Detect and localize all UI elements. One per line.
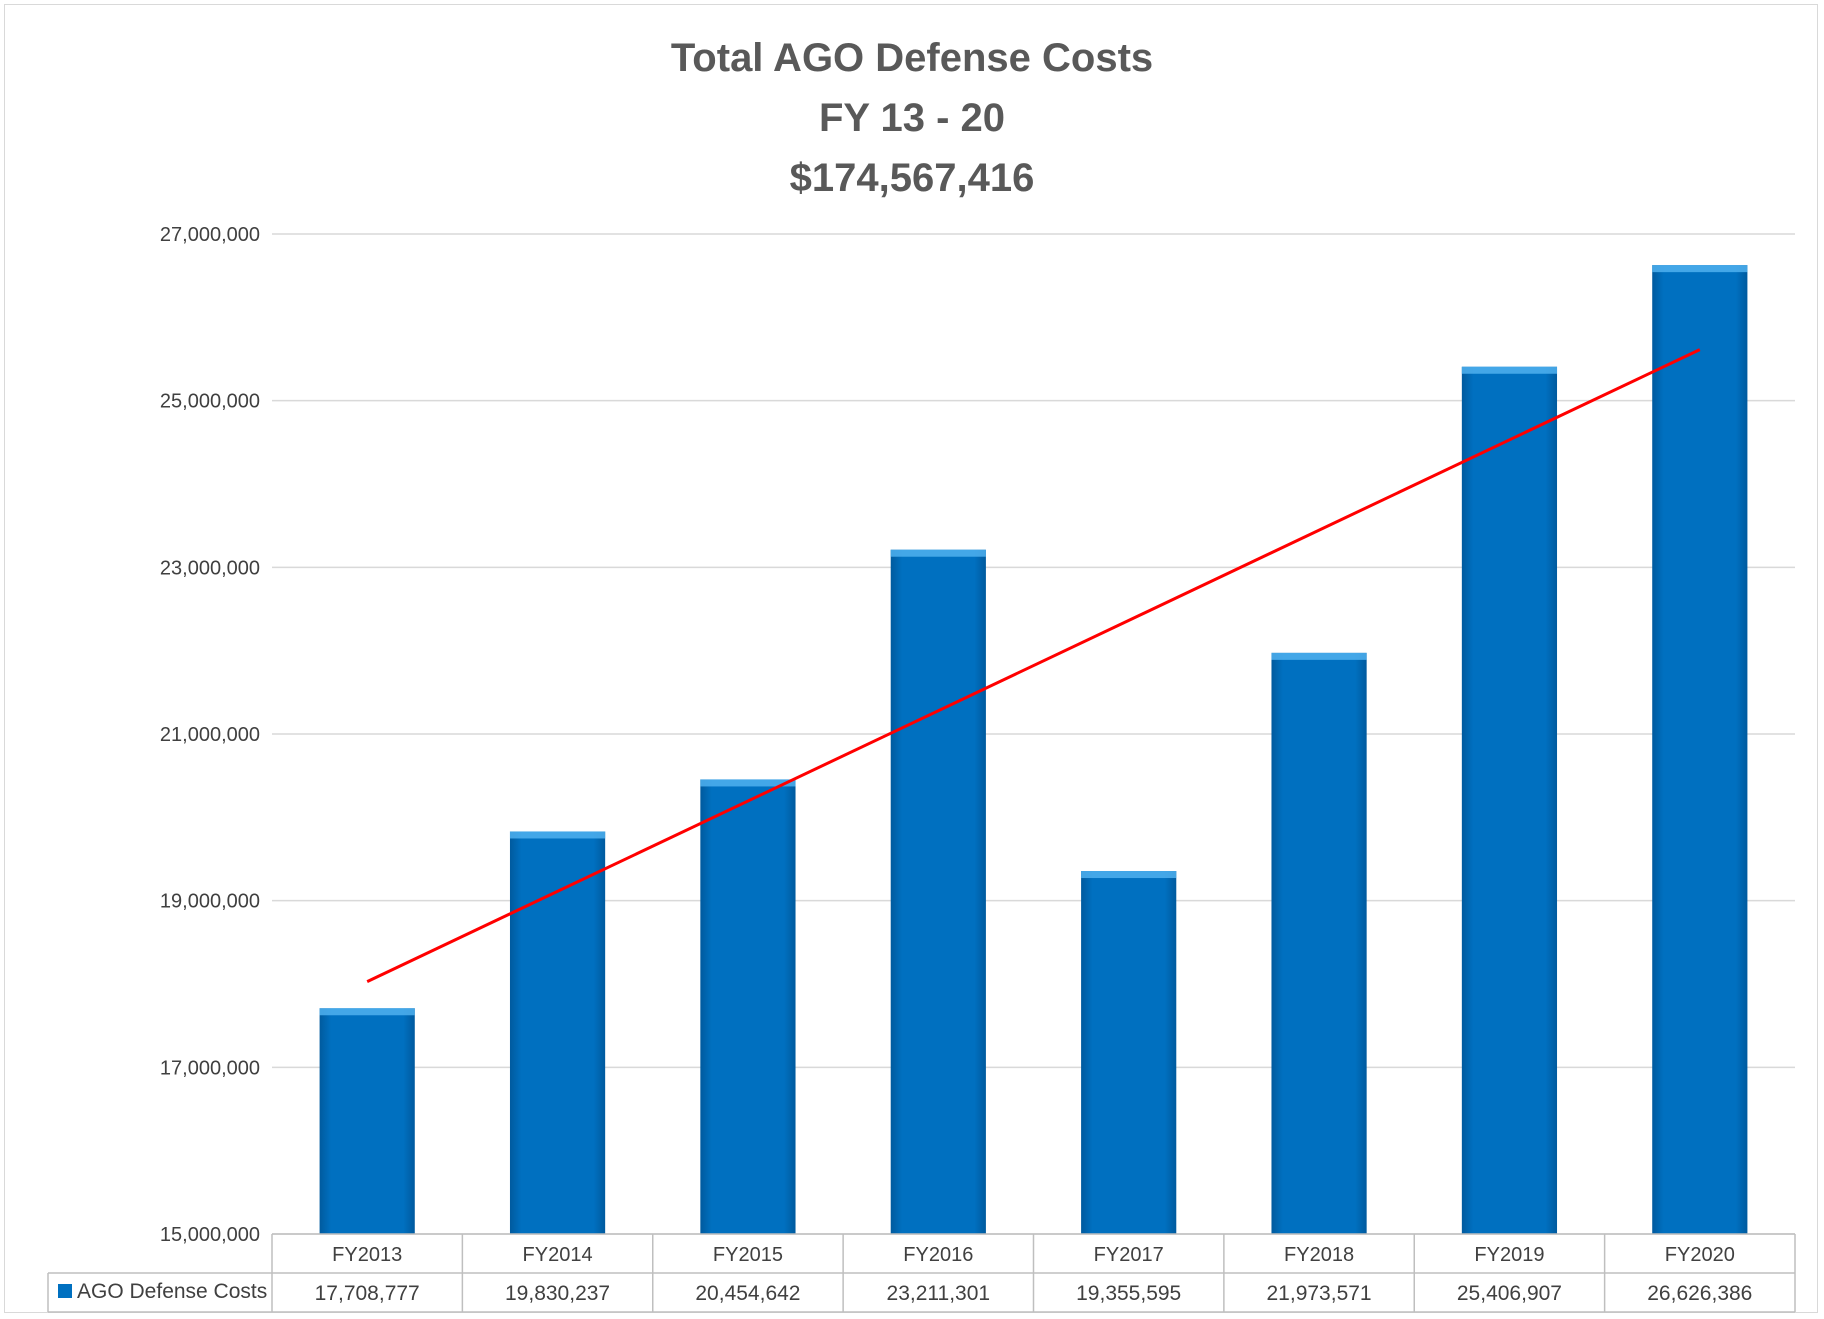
y-tick-label: 25,000,000 <box>160 391 260 413</box>
bar <box>319 1008 415 1234</box>
bar <box>890 549 986 1234</box>
bar-cap <box>890 549 986 557</box>
x-tick-label: FY2014 <box>523 1244 593 1266</box>
data-table-value: 23,211,301 <box>887 1282 991 1305</box>
data-table-value: 25,406,907 <box>1457 1282 1562 1305</box>
y-tick-label: 19,000,000 <box>160 891 260 913</box>
bar <box>700 779 796 1234</box>
bar-cap <box>1271 652 1367 660</box>
bar-cap <box>1081 871 1177 879</box>
bar <box>1271 652 1367 1234</box>
bar <box>1652 265 1748 1234</box>
bar-cap <box>1652 265 1748 273</box>
x-tick-label: FY2013 <box>332 1244 402 1266</box>
chart-title-line-3: $174,567,416 <box>789 156 1035 200</box>
y-tick-label: 23,000,000 <box>160 557 260 579</box>
bar-cap <box>319 1008 415 1016</box>
chart-title-line-1: Total AGO Defense Costs <box>670 36 1154 80</box>
y-tick-label: 27,000,000 <box>160 224 260 246</box>
y-tick-label: 15,000,000 <box>160 1224 260 1246</box>
x-tick-label: FY2019 <box>1474 1244 1544 1266</box>
trendline <box>366 348 1701 983</box>
x-tick-label: FY2015 <box>713 1244 783 1266</box>
bar <box>509 831 606 1234</box>
data-table-value: 21,973,571 <box>1267 1282 1372 1305</box>
data-table-value: 17,708,777 <box>315 1282 420 1305</box>
data-table-value: 19,355,595 <box>1076 1282 1181 1305</box>
x-tick-label: FY2020 <box>1665 1244 1735 1266</box>
x-tick-label: FY2017 <box>1094 1244 1164 1266</box>
bar-cap <box>509 831 606 839</box>
y-tick-label: 17,000,000 <box>160 1057 260 1079</box>
x-tick-label: FY2016 <box>903 1244 973 1266</box>
bar-cap <box>1461 366 1558 374</box>
legend-series-name: AGO Defense Costs <box>77 1280 267 1303</box>
y-tick-label: 21,000,000 <box>160 724 260 746</box>
bar-cap <box>700 779 796 787</box>
data-table-value: 26,626,386 <box>1647 1282 1752 1305</box>
x-tick-label: FY2018 <box>1284 1244 1354 1266</box>
bar <box>1461 366 1558 1234</box>
data-table-value: 19,830,237 <box>505 1282 610 1305</box>
legend-swatch <box>58 1284 72 1298</box>
chart-title-line-2: FY 13 - 20 <box>818 96 1006 140</box>
chart-title: Total AGO Defense Costs FY 13 - 20 $174,… <box>0 28 1824 208</box>
data-table-value: 20,454,642 <box>695 1282 800 1305</box>
bar <box>1081 871 1177 1234</box>
